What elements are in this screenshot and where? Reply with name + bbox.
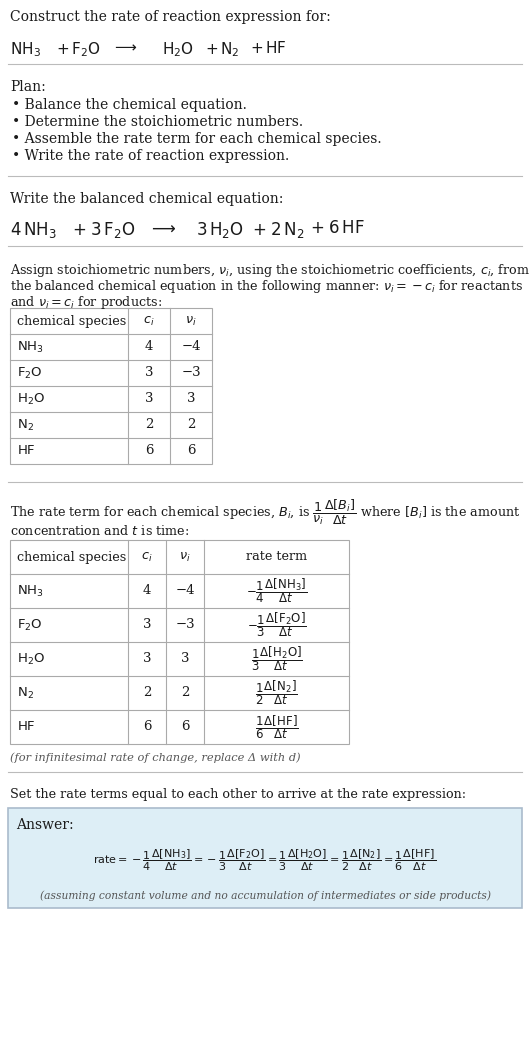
Text: 3: 3	[143, 653, 151, 665]
Text: $\mathrm{N_2}$: $\mathrm{N_2}$	[17, 685, 34, 701]
Text: $\mathrm{HF}$: $\mathrm{HF}$	[17, 445, 36, 457]
Text: The rate term for each chemical species, $B_i$, is $\dfrac{1}{\nu_i}\dfrac{\Delt: The rate term for each chemical species,…	[10, 498, 520, 527]
Text: 3: 3	[187, 392, 195, 406]
Text: −4: −4	[175, 585, 195, 597]
Text: the balanced chemical equation in the following manner: $\nu_i = -c_i$ for react: the balanced chemical equation in the fo…	[10, 278, 523, 295]
Text: 4: 4	[143, 585, 151, 597]
Text: 3: 3	[181, 653, 189, 665]
Text: • Assemble the rate term for each chemical species.: • Assemble the rate term for each chemic…	[12, 132, 382, 146]
Text: $+\,\mathrm{HF}$: $+\,\mathrm{HF}$	[250, 40, 287, 56]
Text: −3: −3	[181, 366, 201, 380]
Text: $\mathrm{rate} = -\dfrac{1}{4}\dfrac{\Delta[\mathrm{NH_3}]}{\Delta t} = -\dfrac{: $\mathrm{rate} = -\dfrac{1}{4}\dfrac{\De…	[93, 847, 437, 872]
Text: • Write the rate of reaction expression.: • Write the rate of reaction expression.	[12, 149, 289, 163]
Text: 3: 3	[145, 366, 153, 380]
Text: Assign stoichiometric numbers, $\nu_i$, using the stoichiometric coefficients, $: Assign stoichiometric numbers, $\nu_i$, …	[10, 262, 530, 279]
Text: $\mathrm{N_2}$: $\mathrm{N_2}$	[17, 417, 34, 433]
Text: 2: 2	[187, 418, 195, 432]
Text: • Determine the stoichiometric numbers.: • Determine the stoichiometric numbers.	[12, 115, 303, 129]
Text: $-\dfrac{1}{3}\dfrac{\Delta[\mathrm{F_2O}]}{\Delta t}$: $-\dfrac{1}{3}\dfrac{\Delta[\mathrm{F_2O…	[246, 611, 306, 639]
Text: 6: 6	[181, 721, 189, 733]
Text: $c_i$: $c_i$	[143, 315, 155, 327]
Text: $-\dfrac{1}{4}\dfrac{\Delta[\mathrm{NH_3}]}{\Delta t}$: $-\dfrac{1}{4}\dfrac{\Delta[\mathrm{NH_3…	[246, 576, 307, 606]
Bar	[8, 808, 522, 908]
Text: chemical species: chemical species	[17, 315, 126, 327]
Text: concentration and $t$ is time:: concentration and $t$ is time:	[10, 524, 190, 538]
Bar	[10, 540, 349, 744]
Text: (assuming constant volume and no accumulation of intermediates or side products): (assuming constant volume and no accumul…	[40, 891, 490, 902]
Bar	[10, 308, 212, 464]
Text: 3: 3	[145, 392, 153, 406]
Text: chemical species: chemical species	[17, 550, 126, 564]
Text: Plan:: Plan:	[10, 79, 46, 94]
Text: $+\;6\,\mathrm{HF}$: $+\;6\,\mathrm{HF}$	[310, 220, 365, 237]
Text: Answer:: Answer:	[16, 818, 74, 832]
Text: $\mathrm{NH_3}$: $\mathrm{NH_3}$	[17, 340, 44, 355]
Text: $\nu_i$: $\nu_i$	[179, 550, 191, 564]
Text: Construct the rate of reaction expression for:: Construct the rate of reaction expressio…	[10, 10, 331, 24]
Text: $\mathrm{H_2O}$: $\mathrm{H_2O}$	[17, 391, 45, 407]
Text: $\longrightarrow$: $\longrightarrow$	[112, 40, 138, 54]
Text: $3\,\mathrm{H_2O}$: $3\,\mathrm{H_2O}$	[196, 220, 244, 240]
Text: and $\nu_i = c_i$ for products:: and $\nu_i = c_i$ for products:	[10, 294, 162, 311]
Text: Write the balanced chemical equation:: Write the balanced chemical equation:	[10, 192, 284, 206]
Text: $\mathrm{H_2O}$: $\mathrm{H_2O}$	[162, 40, 194, 59]
Text: $\mathrm{NH_3}$: $\mathrm{NH_3}$	[17, 584, 44, 598]
Text: rate term: rate term	[246, 550, 307, 564]
Text: −3: −3	[175, 618, 195, 632]
Text: • Balance the chemical equation.: • Balance the chemical equation.	[12, 98, 247, 112]
Text: $\mathrm{F_2O}$: $\mathrm{F_2O}$	[17, 617, 43, 633]
Text: $+\;2\,\mathrm{N_2}$: $+\;2\,\mathrm{N_2}$	[252, 220, 305, 240]
Text: $4\,\mathrm{NH_3}$: $4\,\mathrm{NH_3}$	[10, 220, 57, 240]
Text: $\dfrac{1}{6}\dfrac{\Delta[\mathrm{HF}]}{\Delta t}$: $\dfrac{1}{6}\dfrac{\Delta[\mathrm{HF}]}…	[254, 713, 298, 741]
Text: $+\,\mathrm{N_2}$: $+\,\mathrm{N_2}$	[205, 40, 240, 59]
Text: 2: 2	[145, 418, 153, 432]
Text: $\dfrac{1}{3}\dfrac{\Delta[\mathrm{H_2O}]}{\Delta t}$: $\dfrac{1}{3}\dfrac{\Delta[\mathrm{H_2O}…	[251, 644, 303, 674]
Text: $+\;3\,\mathrm{F_2O}$: $+\;3\,\mathrm{F_2O}$	[72, 220, 136, 240]
Text: $\mathrm{NH_3}$: $\mathrm{NH_3}$	[10, 40, 41, 59]
Text: $c_i$: $c_i$	[142, 550, 153, 564]
Text: 2: 2	[181, 686, 189, 700]
Text: 6: 6	[145, 445, 153, 457]
Text: 4: 4	[145, 341, 153, 354]
Text: $+\,\mathrm{F_2O}$: $+\,\mathrm{F_2O}$	[56, 40, 101, 59]
Text: $\mathrm{F_2O}$: $\mathrm{F_2O}$	[17, 365, 43, 381]
Text: (for infinitesimal rate of change, replace Δ with d): (for infinitesimal rate of change, repla…	[10, 752, 301, 763]
Text: −4: −4	[181, 341, 201, 354]
Text: $\dfrac{1}{2}\dfrac{\Delta[\mathrm{N_2}]}{\Delta t}$: $\dfrac{1}{2}\dfrac{\Delta[\mathrm{N_2}]…	[255, 679, 298, 707]
Text: $\nu_i$: $\nu_i$	[185, 315, 197, 327]
Text: 3: 3	[143, 618, 151, 632]
Text: Set the rate terms equal to each other to arrive at the rate expression:: Set the rate terms equal to each other t…	[10, 788, 466, 801]
Text: $\mathrm{HF}$: $\mathrm{HF}$	[17, 721, 36, 733]
Text: 6: 6	[187, 445, 195, 457]
Text: $\mathrm{H_2O}$: $\mathrm{H_2O}$	[17, 652, 45, 666]
Text: 6: 6	[143, 721, 151, 733]
Text: $\longrightarrow$: $\longrightarrow$	[148, 220, 176, 237]
Text: 2: 2	[143, 686, 151, 700]
